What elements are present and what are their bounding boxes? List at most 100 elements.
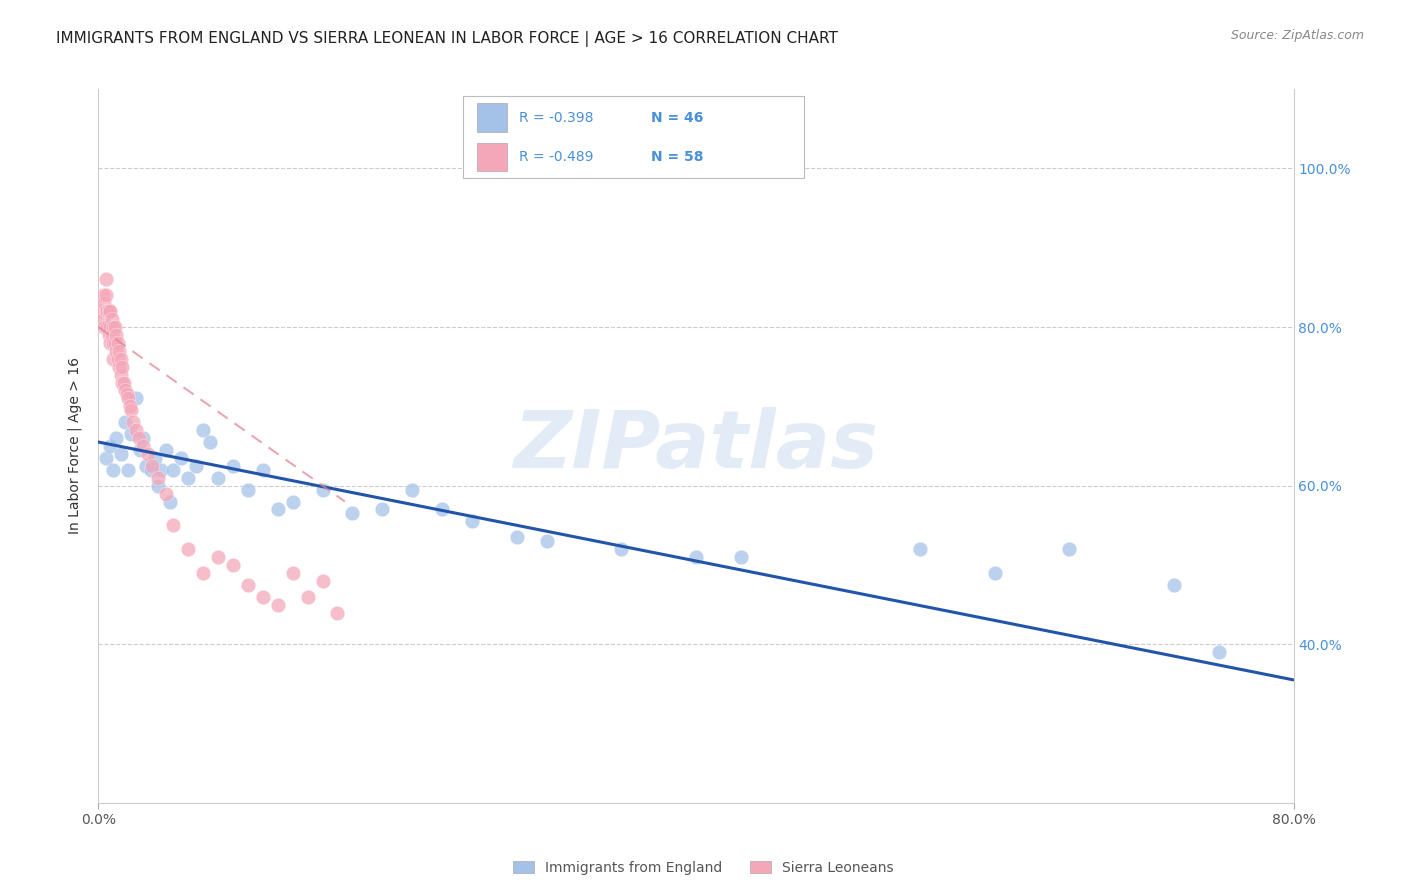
Point (236, 483, 259, 497)
Point (111, 359, 134, 374)
Y-axis label: In Labor Force | Age > 16: In Labor Force | Age > 16 (67, 358, 83, 534)
Point (252, 463, 274, 477)
Point (371, 502, 394, 516)
Bar (477, 103, 508, 132)
Point (132, 439, 155, 453)
Point (117, 463, 139, 477)
Point (105, 431, 128, 445)
Point (326, 606, 349, 620)
Point (105, 328, 128, 343)
Text: N = 58: N = 58 (651, 150, 703, 164)
Point (281, 566, 304, 580)
Point (169, 450, 191, 465)
Point (108, 359, 131, 374)
Point (110, 351, 132, 366)
Point (148, 471, 170, 485)
Point (1059, 542, 1081, 557)
Point (100, 304, 122, 318)
Point (117, 392, 139, 406)
Point (94, 272, 117, 286)
Point (100, 439, 122, 453)
Text: Source: ZipAtlas.com: Source: ZipAtlas.com (1230, 29, 1364, 42)
Point (91, 312, 114, 326)
Point (281, 494, 304, 508)
Point (159, 494, 181, 508)
Point (103, 320, 125, 334)
Point (150, 463, 173, 477)
Point (108, 343, 131, 358)
Point (110, 447, 132, 461)
Legend: Immigrants from England, Sierra Leoneans: Immigrants from England, Sierra Leoneans (508, 855, 898, 880)
Point (311, 483, 333, 497)
Point (143, 450, 166, 465)
Point (191, 566, 214, 580)
Point (96, 320, 118, 334)
Point (97, 304, 120, 318)
Point (136, 447, 159, 461)
Point (610, 542, 633, 557)
Point (94, 450, 117, 465)
Point (222, 458, 245, 473)
Point (101, 312, 124, 326)
Point (101, 328, 124, 343)
Point (107, 351, 129, 366)
Point (1163, 578, 1185, 592)
Point (105, 343, 128, 358)
Point (730, 549, 752, 564)
Point (536, 534, 558, 549)
Point (207, 549, 229, 564)
Point (125, 392, 148, 406)
Text: R = -0.489: R = -0.489 (519, 150, 593, 164)
Point (184, 458, 207, 473)
Point (155, 442, 177, 457)
Point (267, 502, 290, 516)
Bar (463, 96, 804, 178)
Point (91, 288, 114, 302)
Point (461, 514, 484, 528)
Point (135, 458, 157, 473)
Point (90, 304, 112, 318)
Point (252, 590, 274, 604)
Point (114, 384, 136, 398)
Point (430, 502, 453, 516)
Point (311, 574, 333, 588)
Point (125, 423, 148, 437)
Point (1208, 645, 1230, 659)
Point (908, 542, 931, 557)
Point (207, 471, 229, 485)
Point (111, 376, 134, 390)
Point (93, 296, 115, 310)
Point (100, 335, 122, 350)
Point (104, 320, 127, 334)
Point (236, 578, 259, 592)
Point (177, 471, 200, 485)
Point (94, 304, 117, 318)
Point (103, 351, 125, 366)
Point (200, 435, 222, 450)
Point (191, 423, 214, 437)
Point (118, 400, 141, 414)
Point (100, 320, 122, 334)
Point (342, 507, 364, 521)
Point (120, 427, 142, 442)
Point (114, 415, 136, 429)
Point (96, 304, 118, 318)
Point (222, 558, 245, 572)
Point (129, 442, 152, 457)
Text: ZIPatlas: ZIPatlas (513, 407, 879, 485)
Text: IMMIGRANTS FROM ENGLAND VS SIERRA LEONEAN IN LABOR FORCE | AGE > 16 CORRELATION : IMMIGRANTS FROM ENGLAND VS SIERRA LEONEA… (56, 31, 838, 47)
Point (112, 376, 135, 390)
Point (506, 530, 529, 544)
Text: R = -0.398: R = -0.398 (519, 111, 593, 125)
Point (121, 415, 143, 429)
Text: N = 46: N = 46 (651, 111, 703, 125)
Point (132, 431, 155, 445)
Point (93, 320, 115, 334)
Point (103, 335, 125, 350)
Point (401, 483, 423, 497)
Point (103, 463, 125, 477)
Point (115, 387, 138, 401)
Point (685, 549, 707, 564)
Point (141, 458, 163, 473)
Point (148, 478, 170, 492)
